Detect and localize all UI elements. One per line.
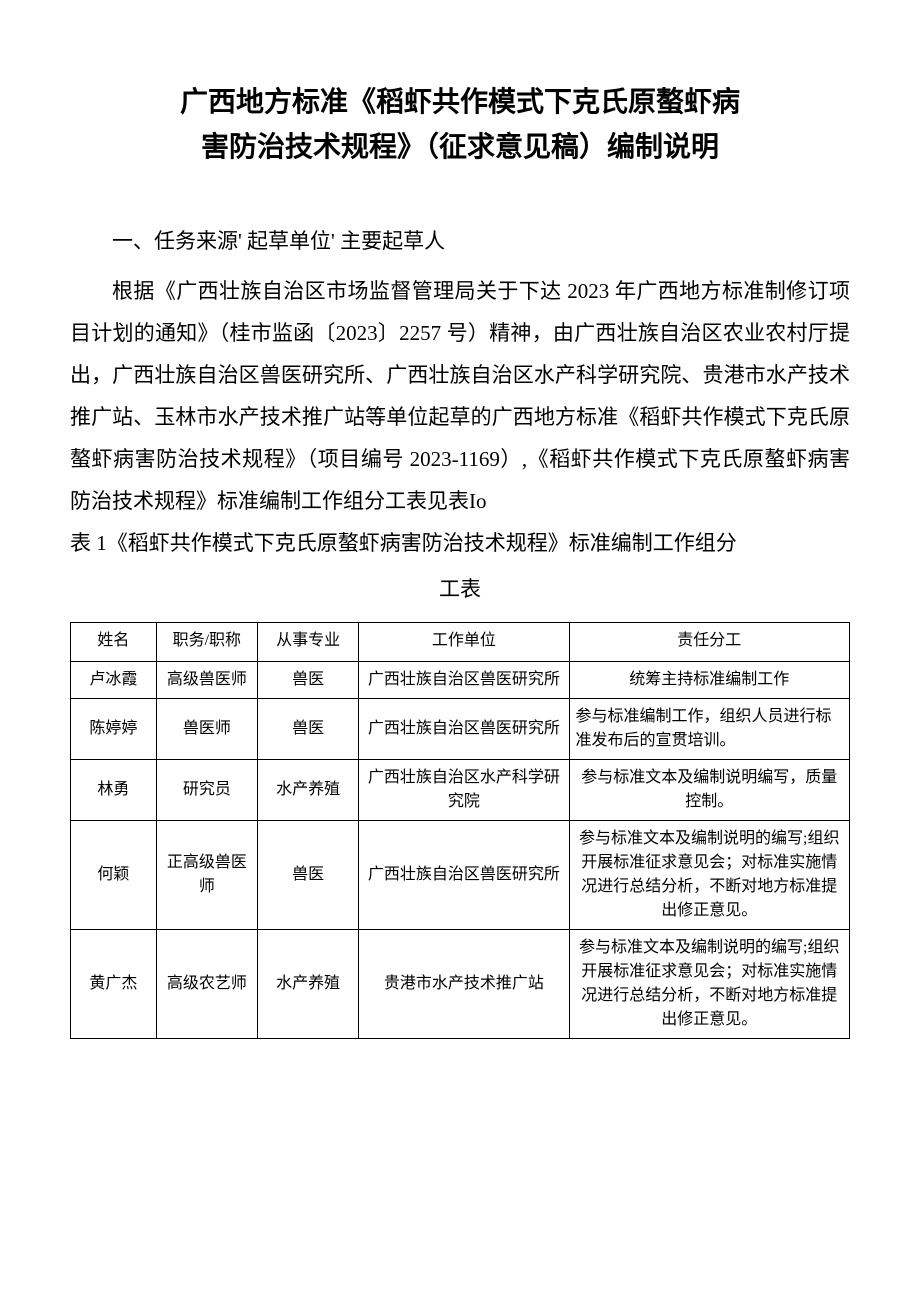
title-line-2: 害防治技术规程》（征求意见稿）编制说明 — [70, 125, 850, 170]
section-1-heading: 一、任务来源' 起草单位' 主要起草人 — [70, 220, 850, 262]
cell-unit: 广西壮族自治区兽医研究所 — [359, 661, 569, 698]
cell-name: 陈婷婷 — [71, 698, 157, 759]
cell-unit: 广西壮族自治区兽医研究所 — [359, 820, 569, 929]
cell-duty: 参与标准文本及编制说明编写，质量控制。 — [569, 759, 849, 820]
cell-major: 兽医 — [257, 820, 358, 929]
header-duty: 责任分工 — [569, 622, 849, 661]
header-unit: 工作单位 — [359, 622, 569, 661]
title-line-1: 广西地方标准《稻虾共作模式下克氏原螯虾病 — [70, 80, 850, 125]
cell-title: 高级农艺师 — [156, 929, 257, 1038]
cell-duty: 参与标准编制工作，组织人员进行标准发布后的宣贯培训。 — [569, 698, 849, 759]
paragraph-1: 根据《广西壮族自治区市场监督管理局关于下达 2023 年广西地方标准制修订项目计… — [70, 270, 850, 522]
workgroup-table: 姓名 职务/职称 从事专业 工作单位 责任分工 卢冰霞 高级兽医师 兽医 广西壮… — [70, 622, 850, 1039]
table-header-row: 姓名 职务/职称 从事专业 工作单位 责任分工 — [71, 622, 850, 661]
cell-title: 正高级兽医师 — [156, 820, 257, 929]
cell-unit: 贵港市水产技术推广站 — [359, 929, 569, 1038]
cell-major: 水产养殖 — [257, 759, 358, 820]
cell-duty: 参与标准文本及编制说明的编写;组织开展标准征求意见会；对标准实施情况进行总结分析… — [569, 820, 849, 929]
cell-title: 研究员 — [156, 759, 257, 820]
cell-name: 林勇 — [71, 759, 157, 820]
table-row: 黄广杰 高级农艺师 水产养殖 贵港市水产技术推广站 参与标准文本及编制说明的编写… — [71, 929, 850, 1038]
cell-title: 高级兽医师 — [156, 661, 257, 698]
header-title: 职务/职称 — [156, 622, 257, 661]
cell-duty: 参与标准文本及编制说明的编写;组织开展标准征求意见会；对标准实施情况进行总结分析… — [569, 929, 849, 1038]
cell-unit: 广西壮族自治区兽医研究所 — [359, 698, 569, 759]
table-caption-line-2: 工表 — [70, 568, 850, 610]
table-row: 卢冰霞 高级兽医师 兽医 广西壮族自治区兽医研究所 统筹主持标准编制工作 — [71, 661, 850, 698]
cell-unit: 广西壮族自治区水产科学研究院 — [359, 759, 569, 820]
cell-duty: 统筹主持标准编制工作 — [569, 661, 849, 698]
table-caption-line-1: 表 1《稻虾共作模式下克氏原螯虾病害防治技术规程》标准编制工作组分 — [70, 522, 850, 564]
cell-major: 水产养殖 — [257, 929, 358, 1038]
table-body: 卢冰霞 高级兽医师 兽医 广西壮族自治区兽医研究所 统筹主持标准编制工作 陈婷婷… — [71, 661, 850, 1038]
table-row: 陈婷婷 兽医师 兽医 广西壮族自治区兽医研究所 参与标准编制工作，组织人员进行标… — [71, 698, 850, 759]
header-name: 姓名 — [71, 622, 157, 661]
document-title: 广西地方标准《稻虾共作模式下克氏原螯虾病 害防治技术规程》（征求意见稿）编制说明 — [70, 80, 850, 170]
cell-name: 卢冰霞 — [71, 661, 157, 698]
table-row: 何颖 正高级兽医师 兽医 广西壮族自治区兽医研究所 参与标准文本及编制说明的编写… — [71, 820, 850, 929]
header-major: 从事专业 — [257, 622, 358, 661]
cell-name: 黄广杰 — [71, 929, 157, 1038]
cell-title: 兽医师 — [156, 698, 257, 759]
cell-major: 兽医 — [257, 698, 358, 759]
cell-major: 兽医 — [257, 661, 358, 698]
cell-name: 何颖 — [71, 820, 157, 929]
table-row: 林勇 研究员 水产养殖 广西壮族自治区水产科学研究院 参与标准文本及编制说明编写… — [71, 759, 850, 820]
